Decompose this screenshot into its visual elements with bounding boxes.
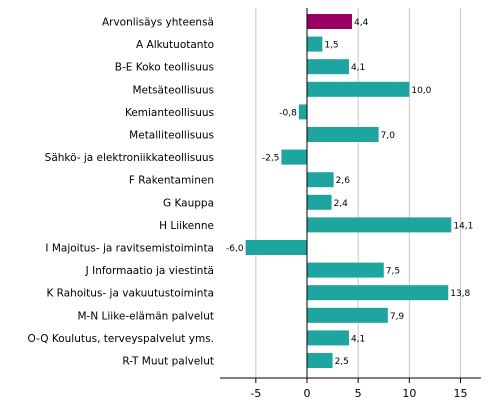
data-label: 1,5 xyxy=(324,41,338,51)
x-tick-label: 0 xyxy=(304,387,311,400)
category-label: Arvonlisäys yhteensä xyxy=(102,17,214,29)
bar xyxy=(307,217,452,233)
data-label: -2,5 xyxy=(262,154,280,164)
data-label: -6,0 xyxy=(226,244,244,254)
bar xyxy=(281,149,307,165)
category-label: I Majoitus- ja ravitsemistoiminta xyxy=(45,243,214,255)
category-label: O-Q Koulutus, terveyspalvelut yms. xyxy=(28,333,214,345)
bar xyxy=(307,330,349,346)
category-label: R-T Muut palvelut xyxy=(122,356,214,368)
data-label: 7,5 xyxy=(386,267,400,277)
data-label: 4,1 xyxy=(351,63,365,73)
category-label: H Liikenne xyxy=(159,220,214,232)
category-label: K Rahoitus- ja vakuutustoiminta xyxy=(46,288,214,300)
data-label: 2,6 xyxy=(336,176,351,186)
category-labels: Arvonlisäys yhteensä A Alkutuotanto B-E Ko… xyxy=(28,17,214,368)
bar xyxy=(307,36,323,52)
category-label: F Rakentaminen xyxy=(129,175,214,187)
category-label: Sähkö- ja elektroniikkateollisuus xyxy=(45,152,214,164)
data-label: 2,4 xyxy=(334,199,349,209)
bar xyxy=(307,353,333,368)
category-label: B-E Koko teollisuus xyxy=(115,62,214,74)
bar xyxy=(307,285,449,301)
category-label: M-N Liike-elämän palvelut xyxy=(77,310,214,322)
data-labels: 4,4 1,5 4,1 10,0 -0,8 7,0 -2,5 2,6 2,4 14,1 -6,0 7,… xyxy=(226,18,473,367)
data-label: 2,5 xyxy=(335,357,349,367)
bars xyxy=(245,14,452,368)
category-label: G Kauppa xyxy=(163,197,214,209)
bar xyxy=(307,172,334,188)
bar xyxy=(307,307,388,323)
data-label: 10,0 xyxy=(411,86,431,96)
x-tick-label: 5 xyxy=(355,387,362,400)
data-label: 7,0 xyxy=(381,131,396,141)
data-label: 4,1 xyxy=(351,334,365,344)
bar xyxy=(307,14,353,29)
bar xyxy=(298,104,307,120)
category-label: J Informaatio ja viestintä xyxy=(85,265,214,277)
data-label: -0,8 xyxy=(279,108,297,118)
x-tick-label: 15 xyxy=(454,387,468,400)
bar xyxy=(307,127,379,142)
x-axis: -5 0 5 10 15 xyxy=(220,377,481,400)
bar xyxy=(307,81,410,97)
bar xyxy=(307,59,349,75)
bar xyxy=(307,262,384,278)
x-tick-label: 10 xyxy=(402,387,416,400)
data-label: 13,8 xyxy=(450,289,470,299)
data-label: 14,1 xyxy=(453,221,473,231)
category-label: Metalliteollisuus xyxy=(129,130,214,142)
bar xyxy=(245,240,307,255)
data-label: 4,4 xyxy=(354,18,369,28)
category-label: Kemianteollisuus xyxy=(125,107,214,119)
x-tick-label: -5 xyxy=(250,387,261,400)
category-label: A Alkutuotanto xyxy=(136,39,214,51)
data-label: 7,9 xyxy=(390,312,405,322)
category-label: Metsäteollisuus xyxy=(132,84,214,96)
bar xyxy=(307,194,332,210)
